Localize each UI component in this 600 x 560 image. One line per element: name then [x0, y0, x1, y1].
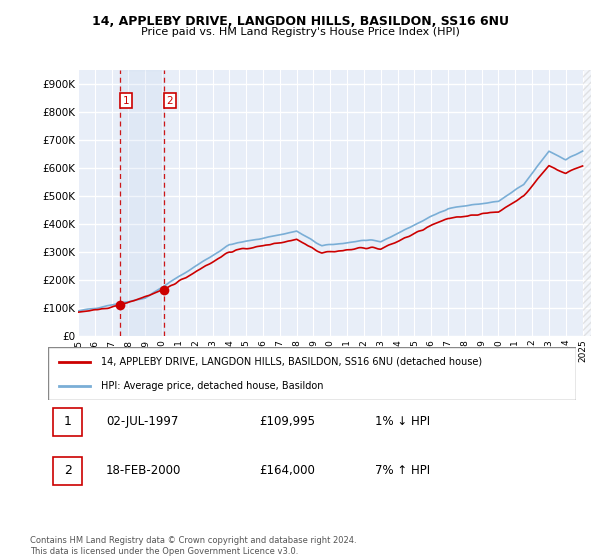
Text: 2: 2 [167, 96, 173, 106]
Text: 02-JUL-1997: 02-JUL-1997 [106, 415, 178, 428]
Text: Price paid vs. HM Land Registry's House Price Index (HPI): Price paid vs. HM Land Registry's House … [140, 27, 460, 37]
Bar [120, 70, 164, 336]
Text: 1% ↓ HPI: 1% ↓ HPI [376, 415, 430, 428]
Text: 1: 1 [64, 415, 72, 428]
Text: Contains HM Land Registry data © Crown copyright and database right 2024.
This d: Contains HM Land Registry data © Crown c… [30, 536, 356, 556]
Text: £164,000: £164,000 [259, 464, 315, 478]
Text: 14, APPLEBY DRIVE, LANGDON HILLS, BASILDON, SS16 6NU: 14, APPLEBY DRIVE, LANGDON HILLS, BASILD… [91, 15, 509, 27]
Text: 2: 2 [64, 464, 72, 478]
Text: £109,995: £109,995 [259, 415, 315, 428]
Text: 7% ↑ HPI: 7% ↑ HPI [376, 464, 430, 478]
FancyBboxPatch shape [53, 408, 82, 436]
Text: 14, APPLEBY DRIVE, LANGDON HILLS, BASILDON, SS16 6NU (detached house): 14, APPLEBY DRIVE, LANGDON HILLS, BASILD… [101, 357, 482, 367]
FancyBboxPatch shape [48, 347, 576, 400]
Bar [583, 70, 599, 336]
Text: 1: 1 [122, 96, 129, 106]
Text: HPI: Average price, detached house, Basildon: HPI: Average price, detached house, Basi… [101, 381, 323, 391]
Text: 18-FEB-2000: 18-FEB-2000 [106, 464, 181, 478]
FancyBboxPatch shape [53, 457, 82, 485]
